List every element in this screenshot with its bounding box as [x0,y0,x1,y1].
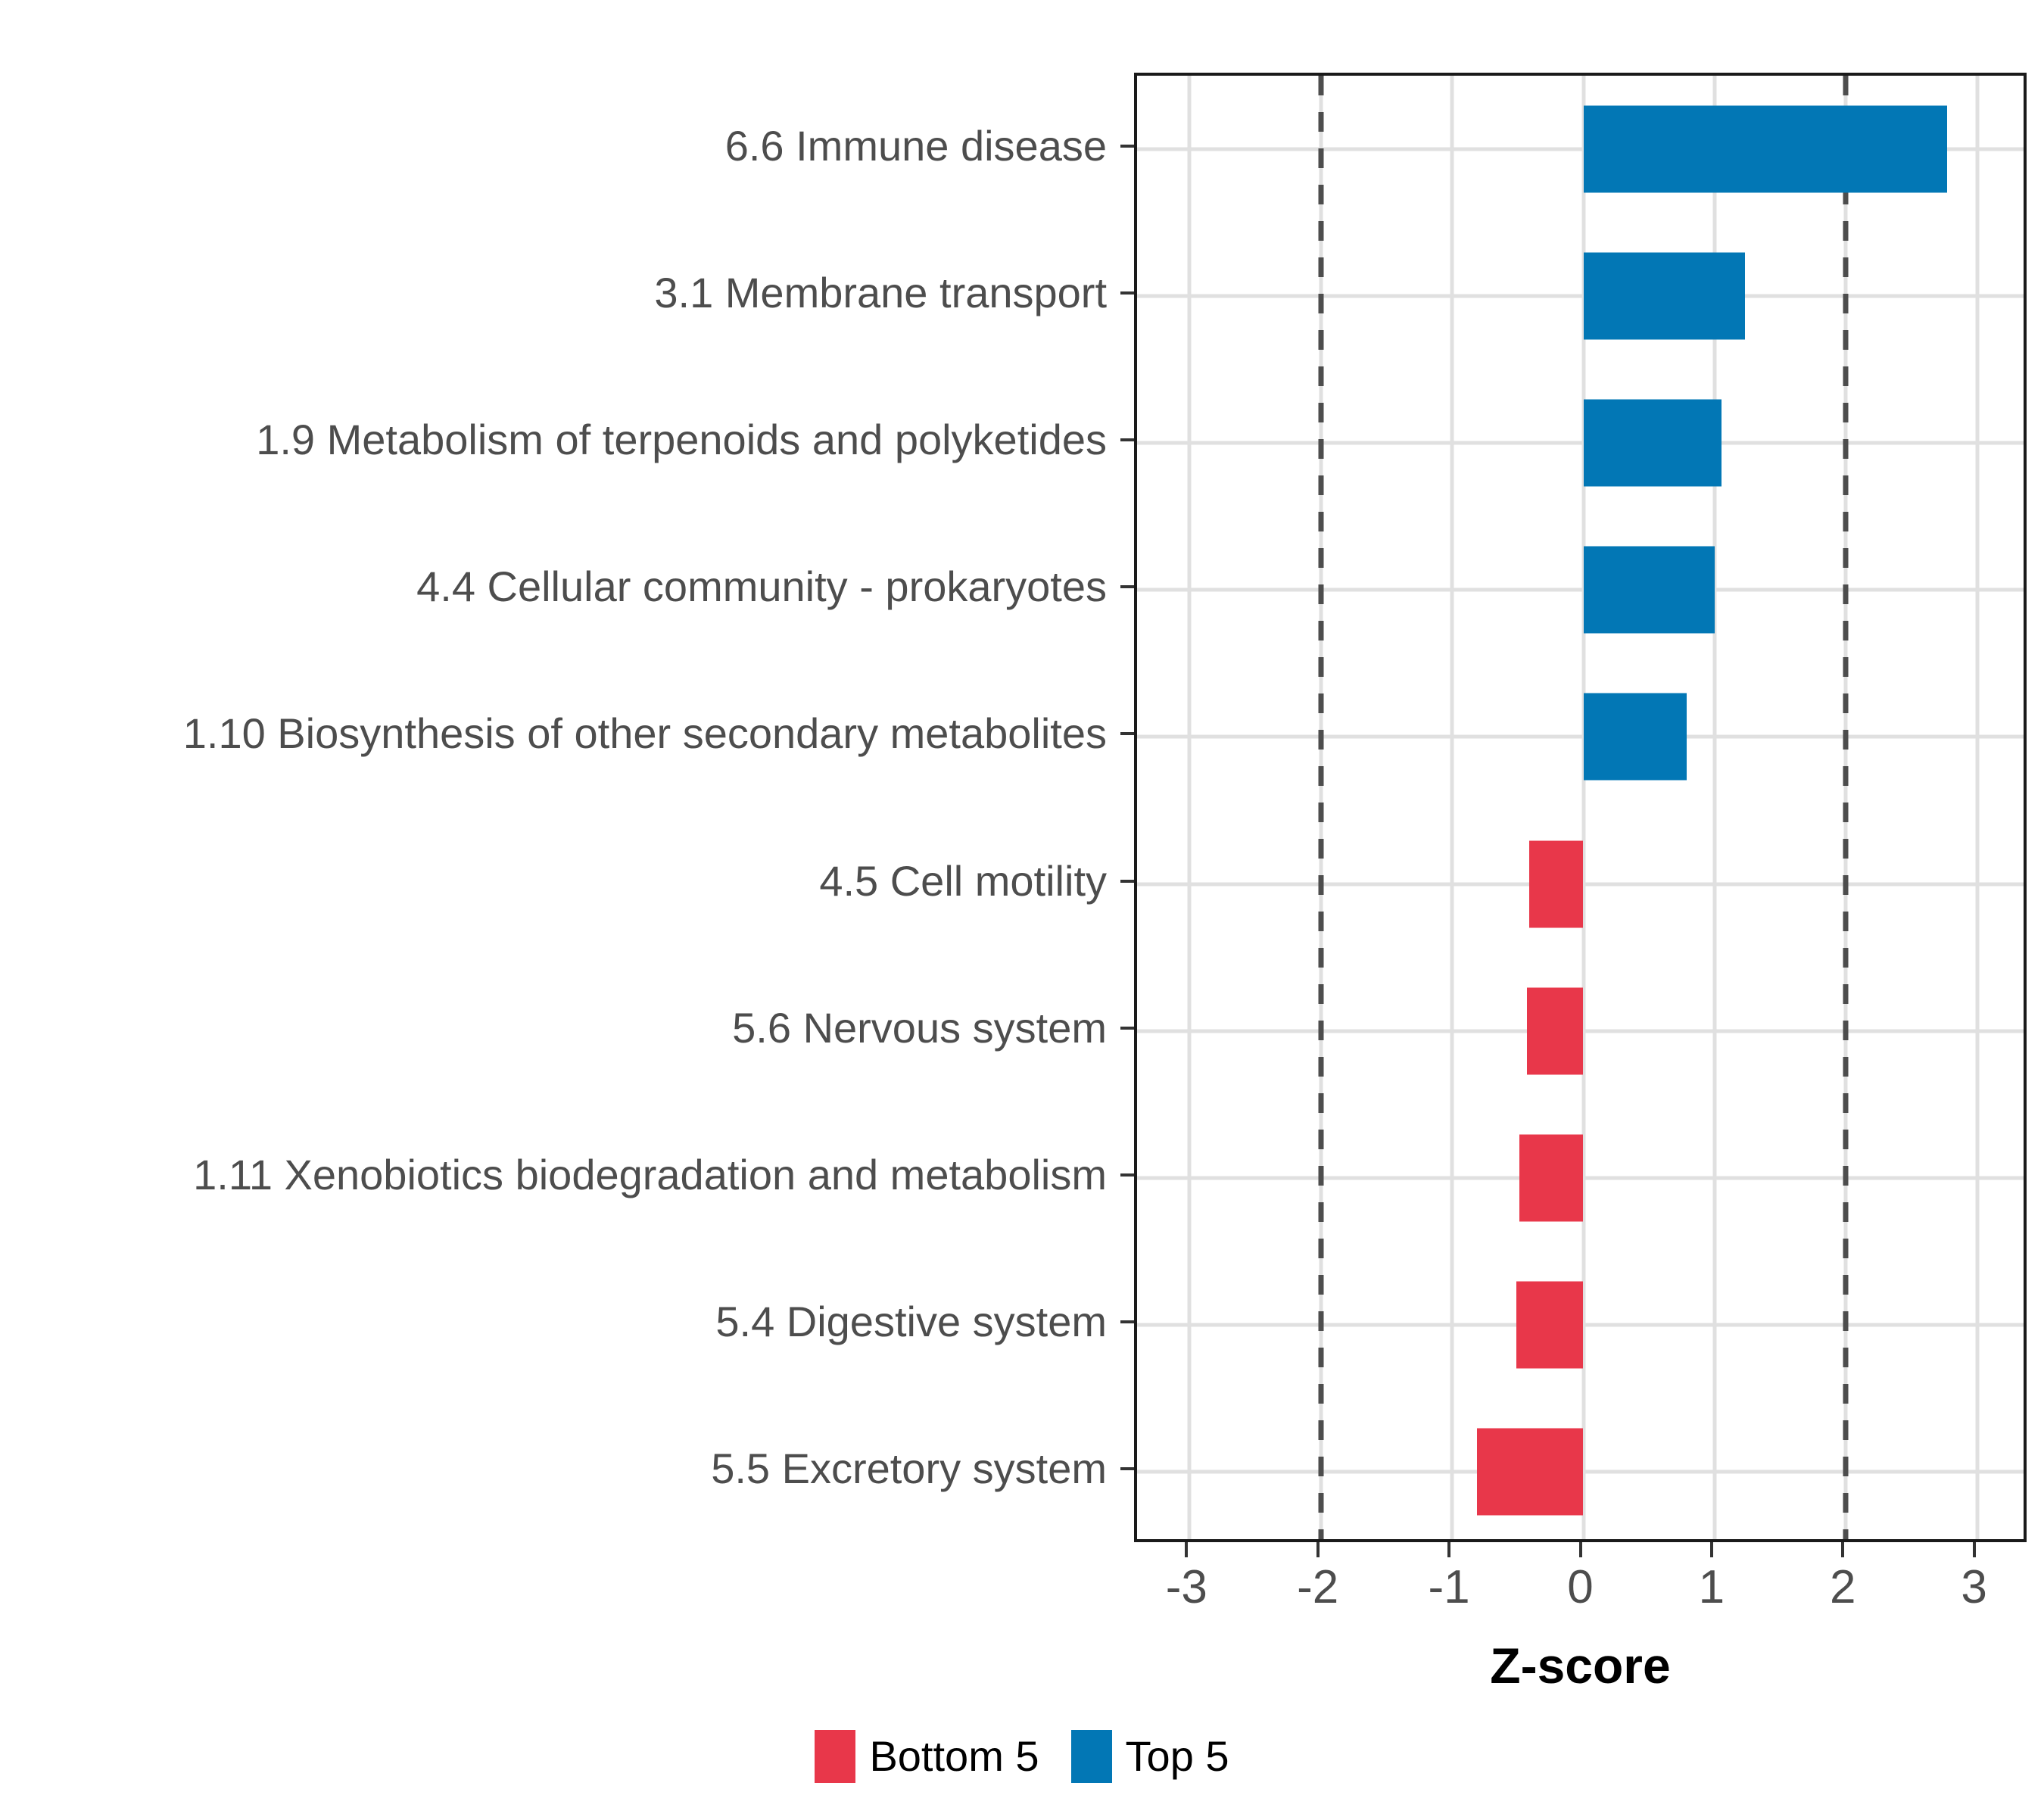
gridline-vertical [1712,76,1717,1539]
bar [1477,1428,1584,1516]
bar [1583,399,1722,487]
threshold-line [1318,76,1324,1539]
x-axis-tick-label: 0 [1567,1561,1594,1613]
y-axis-tick-mark [1120,1466,1134,1470]
y-axis-tick-mark [1120,732,1134,736]
y-axis-tick-mark [1120,145,1134,148]
chart-legend: Bottom 5 Top 5 [0,1730,2044,1783]
y-axis-tick-mark [1120,1320,1134,1323]
x-axis-tick-label: -2 [1297,1561,1339,1613]
y-axis-tick-mark [1120,1173,1134,1177]
bar [1583,546,1715,634]
y-axis-tick-mark [1120,291,1134,295]
x-axis-tick-label: -3 [1165,1561,1207,1613]
gridline-vertical [1975,76,1980,1539]
x-axis-tick-mark [1185,1542,1189,1557]
bar [1583,252,1745,340]
gridline-horizontal [1137,441,2024,445]
x-axis-tick-mark [1841,1542,1845,1557]
y-axis-tick-label: 3.1 Membrane transport [654,269,1107,317]
gridline-vertical [1581,76,1585,1539]
gridline-vertical [1187,76,1192,1539]
x-axis-tick-mark [1709,1542,1713,1557]
x-axis-tick-mark [1316,1542,1320,1557]
x-axis-tick-label: -1 [1428,1561,1470,1613]
x-axis-tick-label: 3 [1961,1561,1987,1613]
x-axis-tick-mark [1447,1542,1451,1557]
gridline-horizontal [1137,147,2024,151]
y-axis-tick-label: 1.10 Biosynthesis of other secondary met… [182,709,1107,758]
y-axis-tick-label: 6.6 Immune disease [724,122,1107,170]
gridline-horizontal [1137,587,2024,592]
x-axis: -3 -2 -1 0 1 2 3 [1134,1542,2027,1633]
y-axis-tick-label: 5.4 Digestive system [715,1297,1107,1345]
y-axis-tick-label: 5.6 Nervous system [732,1003,1107,1052]
legend-swatch-icon [1070,1730,1112,1783]
x-axis-title: Z-score [1490,1638,1671,1694]
y-axis-tick-label: 4.4 Cellular community - prokaryotes [416,563,1107,611]
bar [1583,105,1947,193]
bar [1526,987,1584,1075]
legend-label: Top 5 [1125,1732,1229,1780]
bar [1529,840,1584,928]
x-axis-tick-label: 1 [1698,1561,1725,1613]
y-axis-tick-mark [1120,1026,1134,1030]
y-axis-tick-label: 4.5 Cell motility [819,856,1107,905]
y-axis-tick-label: 5.5 Excretory system [711,1444,1107,1492]
y-axis-tick-mark [1120,585,1134,589]
y-axis-labels: 6.6 Immune disease 3.1 Membrane transport… [0,73,1134,1542]
y-axis-tick-mark [1120,879,1134,883]
x-axis-tick-label: 2 [1830,1561,1856,1613]
legend-item[interactable]: Bottom 5 [815,1730,1039,1783]
y-axis-tick-mark [1120,438,1134,442]
x-axis-tick-mark [1578,1542,1582,1557]
bar [1519,1134,1584,1222]
plot-panel [1134,73,2027,1542]
legend-swatch-icon [815,1730,856,1783]
x-axis-tick-mark [1972,1542,1976,1557]
bar [1583,693,1687,781]
legend-label: Bottom 5 [869,1732,1039,1780]
threshold-line [1843,76,1849,1539]
y-axis-tick-label: 1.9 Metabolism of terpenoids and polyket… [256,416,1107,464]
bar [1516,1281,1584,1369]
y-axis-tick-label: 1.11 Xenobiotics biodegradation and meta… [193,1150,1107,1198]
legend-item[interactable]: Top 5 [1070,1730,1229,1783]
gridline-horizontal [1137,294,2024,298]
gridline-horizontal [1137,734,2024,739]
gridline-vertical [1450,76,1454,1539]
